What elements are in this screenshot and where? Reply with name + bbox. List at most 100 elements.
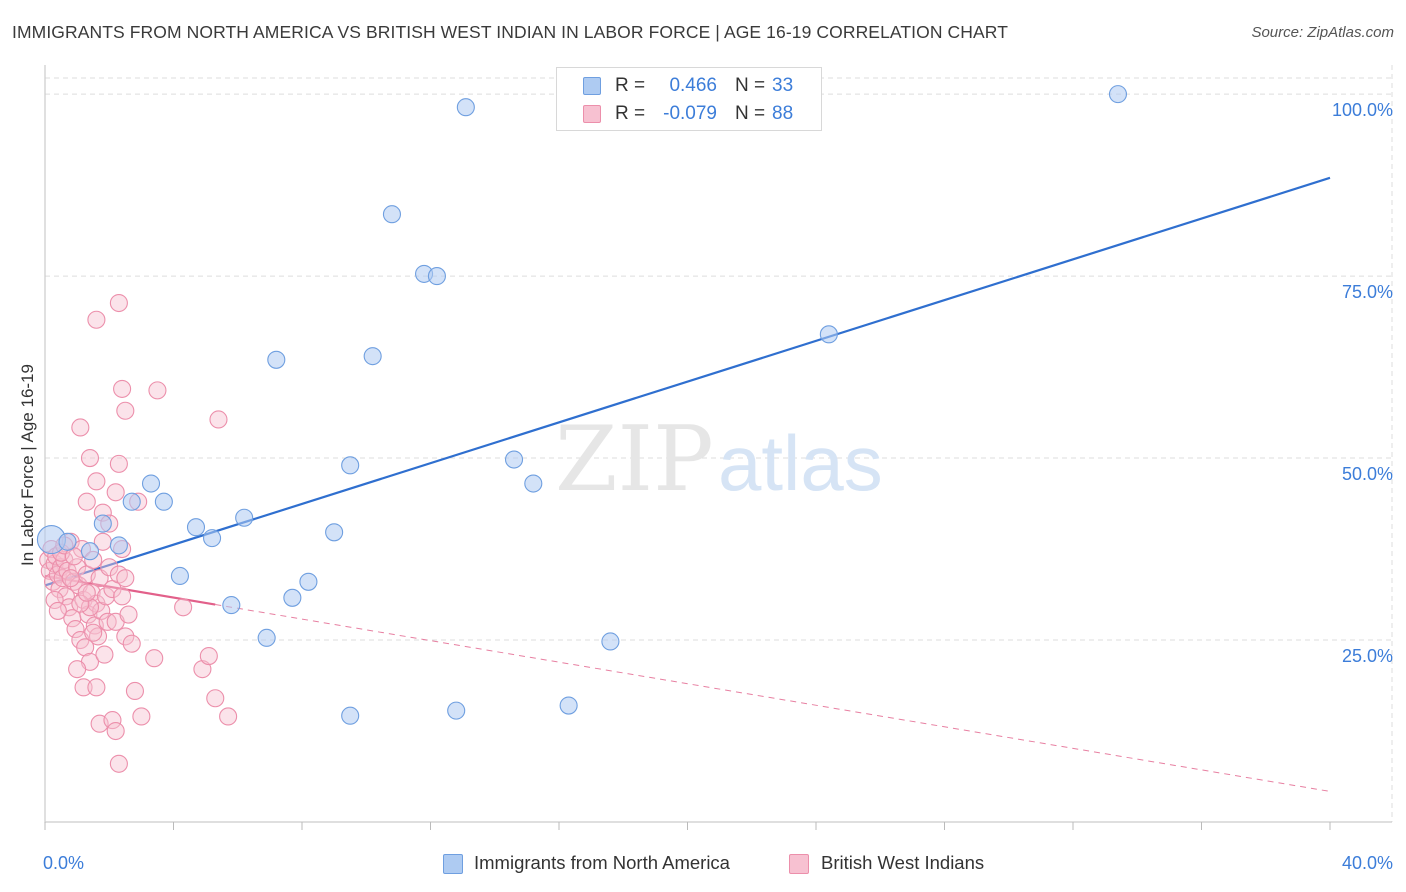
data-point-british-west-indians — [119, 605, 138, 624]
data-point-british-west-indians — [48, 601, 67, 620]
data-point-north-america — [363, 347, 382, 366]
data-point-north-america — [170, 566, 189, 586]
label-layer: 25.0% 50.0% 75.0% 100.0% 0.0% 40.0% — [43, 100, 1393, 873]
data-point-british-west-indians — [84, 623, 103, 642]
stats-legend: R = 0.466 N = 33 R = -0.079 N = 88 — [556, 67, 822, 131]
data-point-north-america — [141, 474, 161, 493]
data-point-north-america — [1108, 85, 1128, 104]
data-point-north-america — [93, 514, 112, 533]
data-point-north-america — [283, 588, 302, 607]
data-point-north-america — [80, 542, 100, 561]
legend-swatch-blue — [583, 77, 601, 95]
bottom-legend-swatch-pink — [789, 854, 809, 874]
data-point-british-west-indians — [87, 472, 106, 491]
data-point-british-west-indians — [109, 754, 128, 773]
watermark-atlas: atlas — [718, 419, 883, 507]
data-point-british-west-indians — [145, 649, 164, 668]
data-point-north-america — [267, 350, 286, 369]
data-point-british-west-indians — [80, 598, 100, 617]
data-point-north-america — [559, 696, 578, 715]
data-point-north-america — [58, 532, 77, 551]
data-point-north-america — [341, 456, 360, 475]
trendline-north-america — [44, 176, 1331, 587]
data-point-north-america — [447, 701, 466, 720]
chart-title: IMMIGRANTS FROM NORTH AMERICA VS BRITISH… — [12, 22, 1009, 42]
data-point-north-america — [257, 628, 276, 647]
data-point-north-america — [154, 492, 173, 511]
data-point-british-west-indians — [116, 401, 135, 420]
legend-n-label: N = — [735, 103, 766, 124]
data-point-north-america — [524, 474, 543, 493]
bottom-legend-swatch-blue — [443, 854, 463, 874]
data-point-north-america — [601, 632, 620, 651]
data-point-north-america — [504, 450, 524, 469]
legend-swatch-pink — [583, 105, 601, 123]
data-point-british-west-indians — [174, 598, 193, 617]
legend-r-label: R = — [615, 75, 646, 96]
y-tick-label: 50.0% — [1342, 464, 1393, 484]
x-tick-label-max: 40.0% — [1342, 853, 1393, 873]
data-point-british-west-indians — [60, 598, 79, 617]
data-point-british-west-indians — [106, 483, 125, 502]
data-point-british-west-indians — [113, 587, 132, 606]
data-point-north-america — [203, 529, 222, 548]
data-point-british-west-indians — [199, 646, 218, 666]
grid-layer — [45, 65, 1393, 822]
data-point-north-america — [186, 518, 206, 537]
data-point-north-america — [299, 572, 318, 591]
data-point-british-west-indians — [96, 587, 116, 606]
data-point-british-west-indians — [116, 569, 135, 588]
data-point-british-west-indians — [219, 707, 238, 726]
data-point-british-west-indians — [122, 634, 141, 653]
watermark-zip: ZIP — [555, 407, 714, 512]
y-tick-label: 25.0% — [1342, 646, 1393, 666]
data-point-british-west-indians — [88, 627, 108, 646]
legend-row-british-west-indians: R = -0.079 N = 88 — [557, 101, 821, 127]
y-tick-label: 100.0% — [1332, 100, 1393, 120]
data-point-british-west-indians — [61, 569, 80, 588]
data-point-british-west-indians — [45, 590, 64, 610]
legend-n-label: N = — [735, 75, 766, 96]
data-point-british-west-indians — [103, 711, 122, 730]
points-layer — [36, 85, 1128, 773]
data-point-north-america — [819, 325, 838, 344]
data-point-north-america — [109, 536, 128, 555]
legend-n-value: 33 — [772, 75, 794, 96]
data-point-british-west-indians — [206, 689, 225, 708]
watermark: ZIP atlas — [555, 407, 883, 512]
data-point-british-west-indians — [109, 293, 128, 313]
data-point-british-west-indians — [56, 587, 75, 606]
data-point-north-america — [222, 596, 241, 615]
data-point-british-west-indians — [71, 594, 90, 613]
bottom-legend-label: Immigrants from North America — [474, 852, 730, 873]
data-point-british-west-indians — [80, 449, 100, 468]
data-point-british-west-indians — [50, 580, 69, 599]
data-point-north-america — [427, 267, 446, 286]
data-point-british-west-indians — [106, 721, 125, 741]
data-point-british-west-indians — [87, 678, 106, 697]
data-point-british-west-indians — [109, 454, 128, 473]
data-point-british-west-indians — [100, 558, 119, 577]
data-point-british-west-indians — [68, 558, 87, 577]
data-point-british-west-indians — [68, 660, 87, 679]
data-point-british-west-indians — [66, 620, 85, 639]
data-point-british-west-indians — [71, 418, 90, 437]
legend-r-value: -0.079 — [663, 103, 717, 124]
trendline-british-west-indians-extension — [215, 604, 1331, 792]
data-point-british-west-indians — [76, 638, 95, 657]
data-point-british-west-indians — [209, 410, 228, 429]
data-point-british-west-indians — [148, 381, 167, 400]
data-point-north-america — [122, 492, 141, 511]
data-point-british-west-indians — [92, 601, 111, 620]
bottom-legend-label: British West Indians — [821, 852, 985, 873]
axis-layer — [44, 65, 1392, 830]
legend-n-value: 88 — [772, 103, 794, 124]
data-point-north-america — [325, 523, 344, 542]
data-point-british-west-indians — [193, 660, 212, 679]
data-point-north-america — [235, 508, 254, 527]
data-point-british-west-indians — [125, 681, 144, 701]
data-point-british-west-indians — [95, 645, 114, 664]
data-point-british-west-indians — [87, 310, 106, 329]
data-point-british-west-indians — [132, 707, 151, 726]
